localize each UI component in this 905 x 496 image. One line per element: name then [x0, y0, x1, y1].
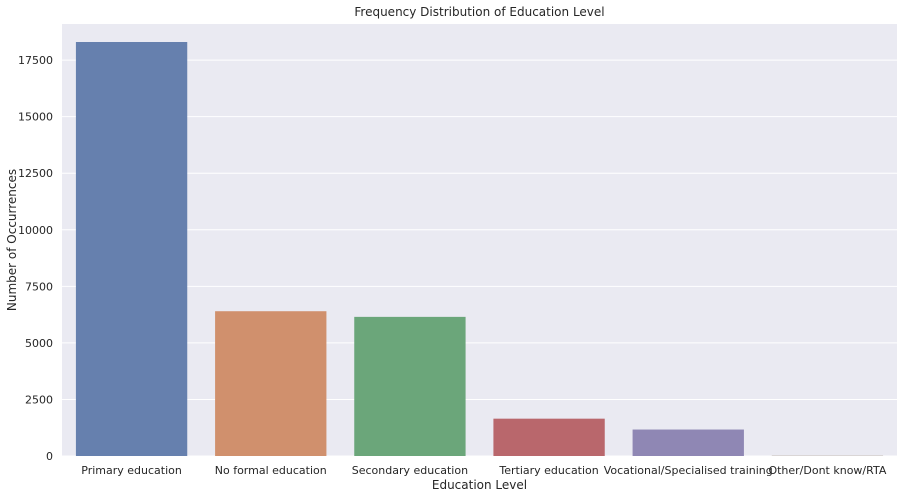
bar	[493, 418, 605, 456]
y-tick-label: 10000	[18, 224, 53, 237]
y-tick-label: 7500	[25, 280, 53, 293]
bar	[75, 42, 188, 456]
y-tick-label: 17500	[18, 54, 53, 67]
x-tick-label: Primary education	[81, 464, 182, 477]
bar	[215, 311, 327, 456]
x-tick-label: No formal education	[215, 464, 327, 477]
y-tick-label: 12500	[18, 167, 53, 180]
y-tick-label: 0	[46, 450, 53, 463]
x-tick-label: Vocational/Specialised training	[604, 464, 773, 477]
x-tick-label: Secondary education	[352, 464, 468, 477]
x-tick-labels: Primary education No formal education Seco…	[81, 464, 887, 477]
bar	[354, 316, 466, 456]
x-tick-label: Other/Dont know/RTA	[768, 464, 886, 477]
y-axis-title: Number of Occurrences	[5, 169, 19, 311]
bars	[75, 42, 884, 456]
plot-area	[62, 24, 897, 456]
y-tick-labels: 0 2500 5000 7500 10000 12500 15000 17500	[18, 54, 53, 463]
chart-title: Frequency Distribution of Education Leve…	[354, 5, 604, 19]
x-tick-label: Tertiary education	[498, 464, 598, 477]
y-tick-label: 5000	[25, 337, 53, 350]
x-axis-title: Education Level	[432, 478, 527, 492]
gridlines	[62, 59, 897, 457]
y-tick-label: 2500	[25, 393, 53, 406]
bar	[632, 429, 744, 456]
y-tick-label: 15000	[18, 111, 53, 124]
